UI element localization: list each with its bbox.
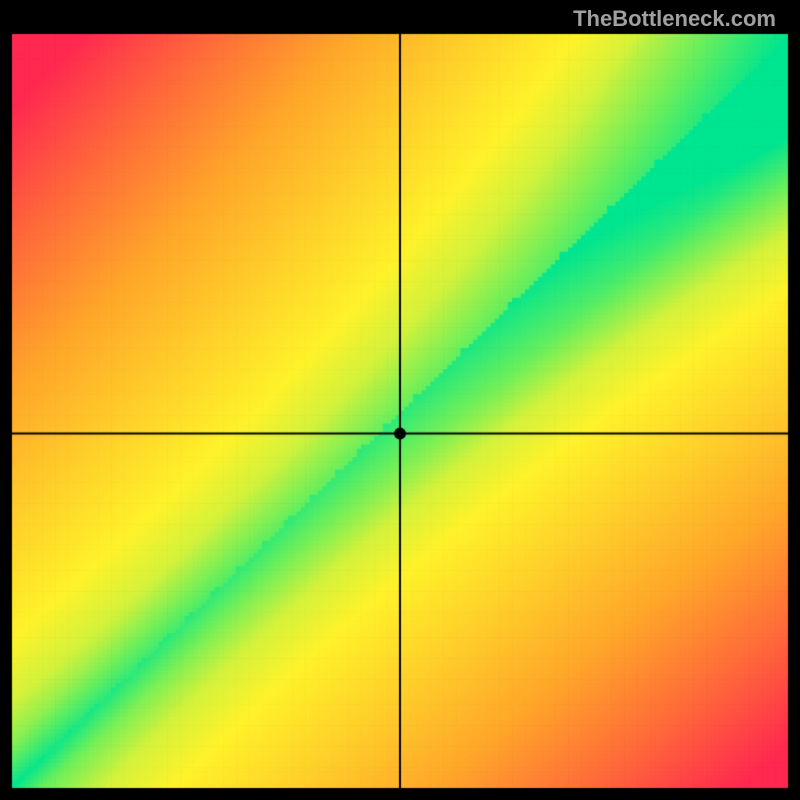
- root: TheBottleneck.com: [0, 0, 800, 800]
- watermark-text: TheBottleneck.com: [573, 6, 776, 32]
- heatmap-canvas: [0, 0, 800, 800]
